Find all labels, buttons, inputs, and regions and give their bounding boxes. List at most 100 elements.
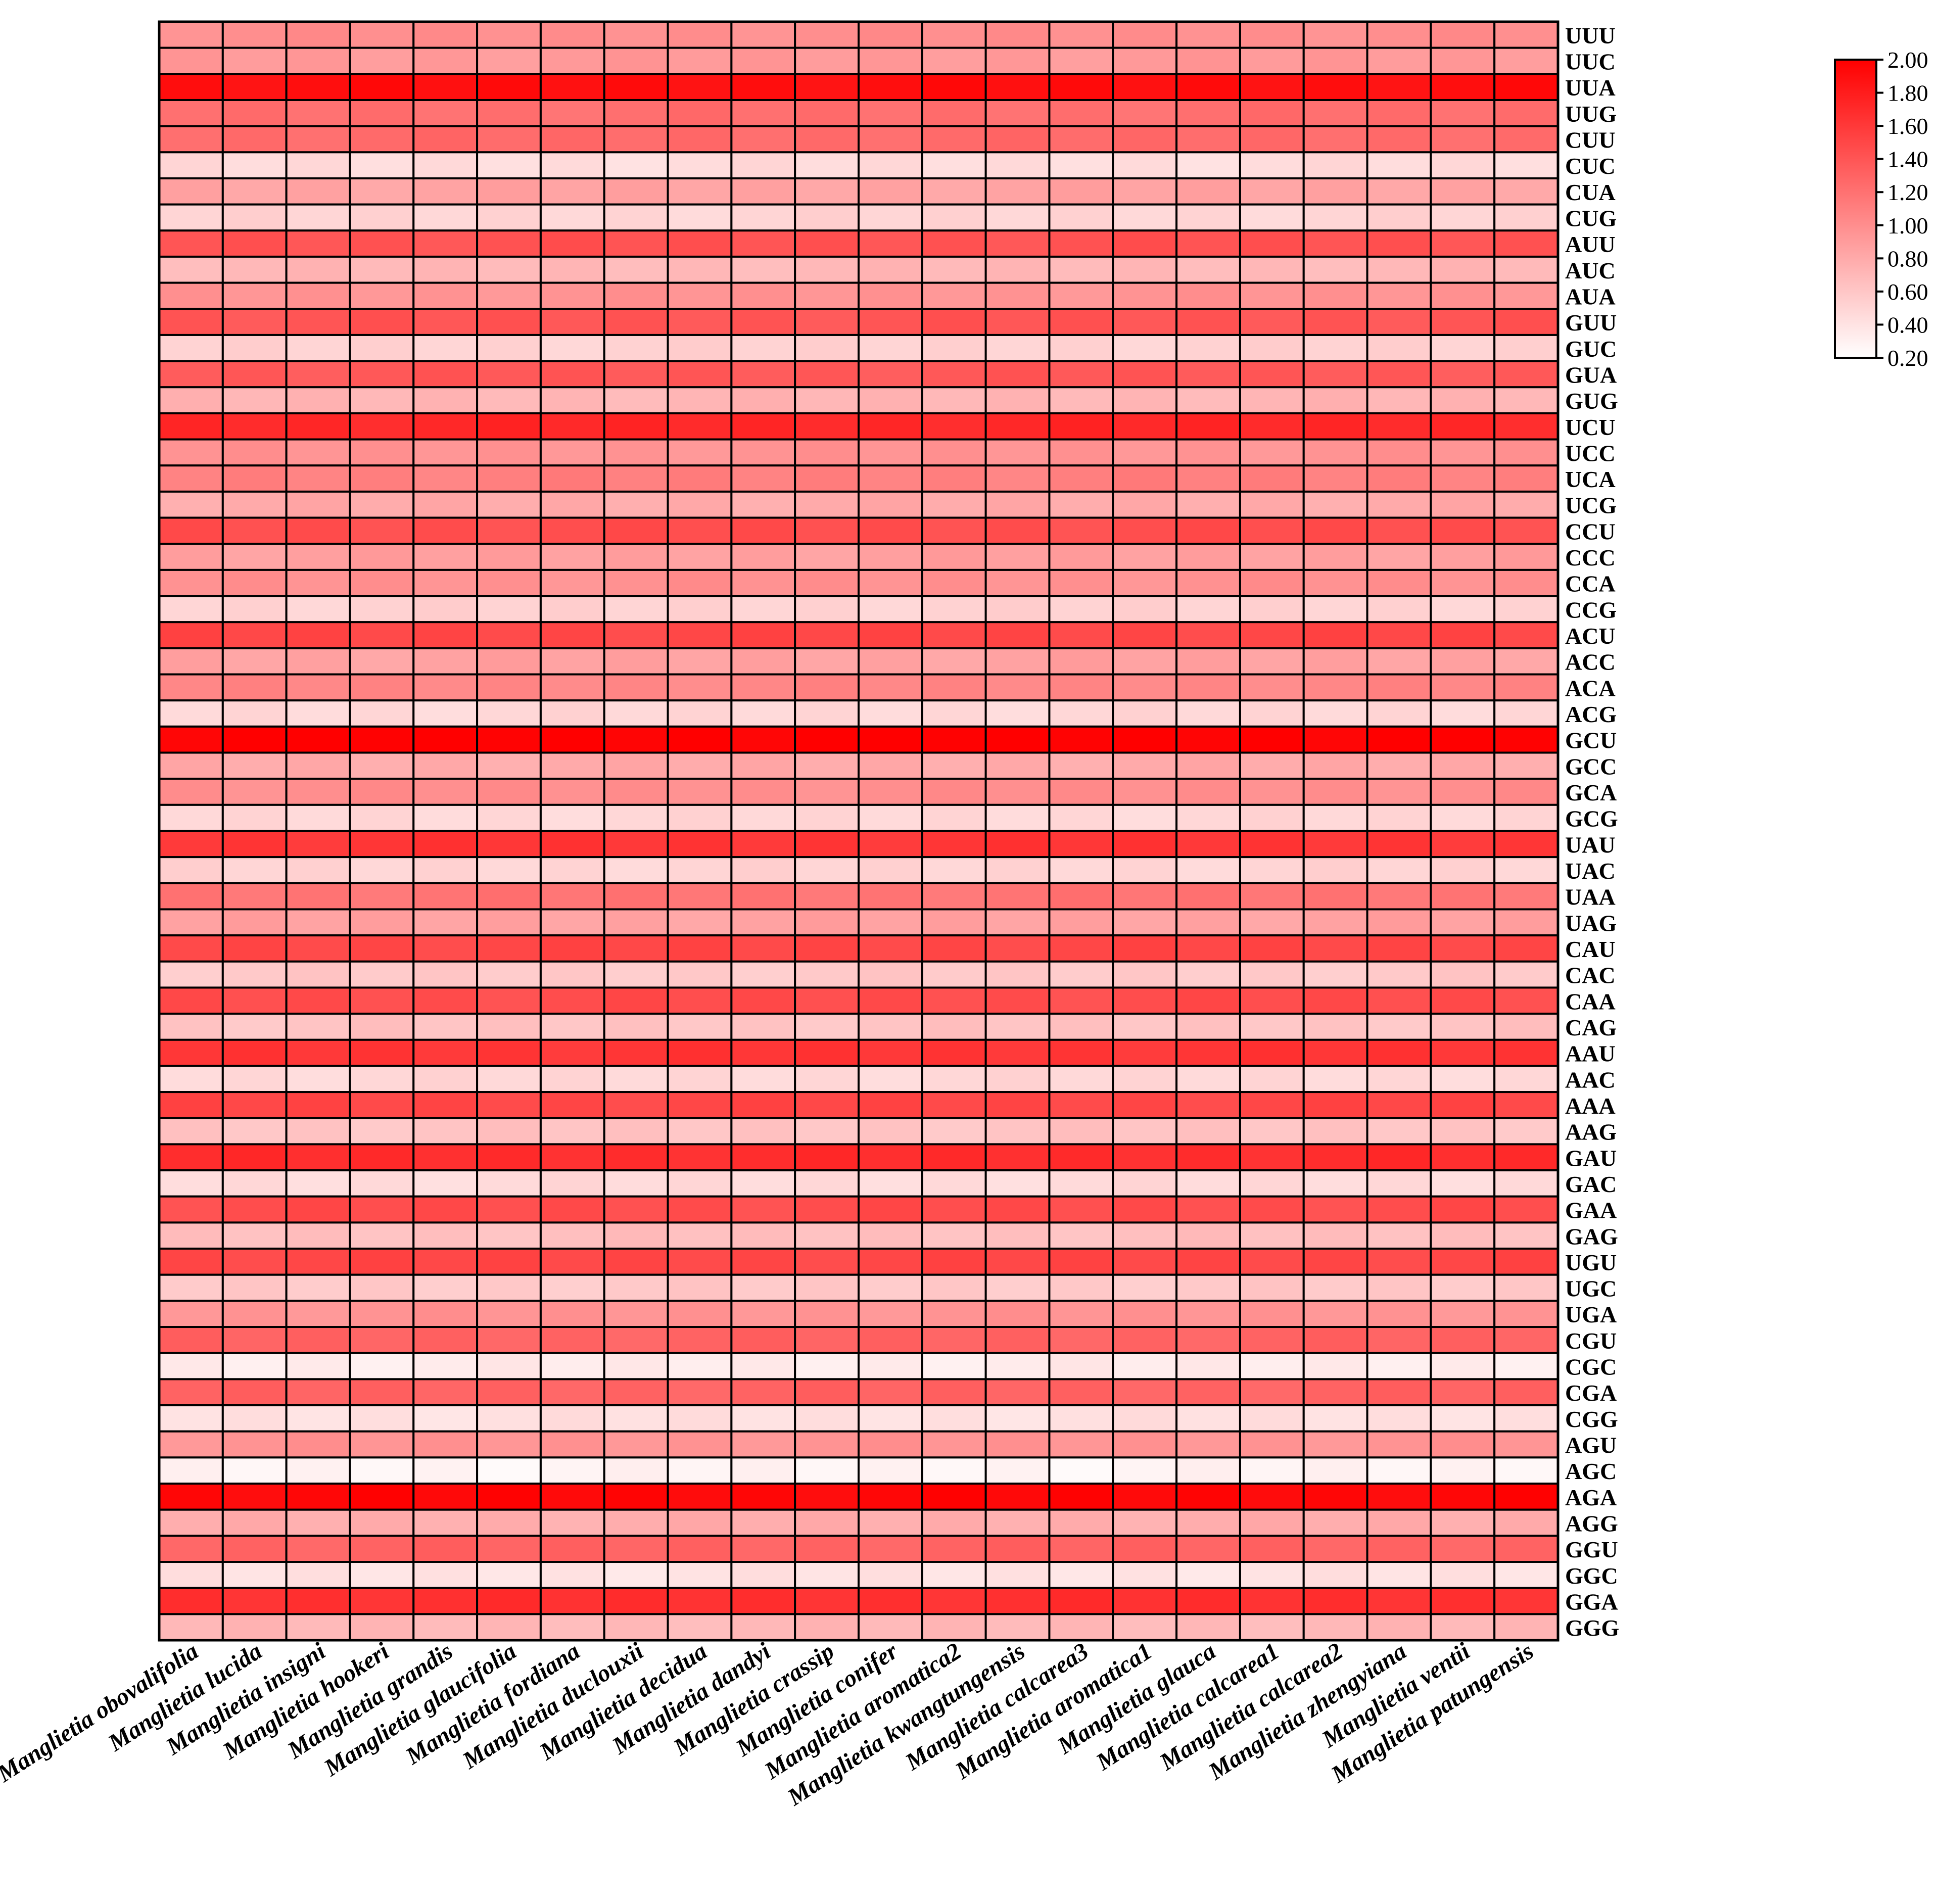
- heatmap-cell: [1175, 1169, 1241, 1198]
- heatmap-cell: [1366, 1456, 1432, 1485]
- heatmap-cell: [1175, 99, 1241, 127]
- heatmap-cell: [858, 151, 923, 179]
- heatmap-cell: [858, 960, 923, 989]
- heatmap-cell: [285, 516, 351, 545]
- heatmap-cell: [1048, 281, 1114, 310]
- heatmap-cell: [1239, 778, 1305, 806]
- heatmap-cell: [1366, 21, 1432, 49]
- heatmap-cell: [603, 803, 669, 832]
- heatmap-cell: [476, 1221, 542, 1250]
- heatmap-cell: [1175, 751, 1241, 780]
- heatmap-cell: [1493, 1117, 1559, 1146]
- heatmap-cell: [1302, 673, 1368, 702]
- heatmap-cell: [921, 778, 987, 806]
- heatmap-cell: [1302, 647, 1368, 676]
- codon-label: CUC: [1565, 153, 1616, 179]
- heatmap-cell: [1175, 1535, 1241, 1563]
- heatmap-cell: [730, 699, 796, 728]
- heatmap-cell: [158, 255, 224, 284]
- heatmap-cell: [412, 1535, 479, 1563]
- heatmap-cell: [221, 412, 288, 441]
- heatmap-cell: [858, 568, 923, 597]
- heatmap-cell: [1112, 1430, 1178, 1459]
- heatmap-cell: [921, 647, 987, 676]
- heatmap-cell: [1493, 360, 1559, 389]
- heatmap-cell: [984, 1352, 1051, 1381]
- heatmap-cell: [730, 673, 796, 702]
- heatmap-cell: [476, 960, 542, 989]
- heatmap-cell: [158, 1535, 224, 1563]
- codon-label: UGA: [1565, 1302, 1617, 1327]
- heatmap-cell: [1302, 73, 1368, 101]
- heatmap-cell: [1430, 1587, 1496, 1615]
- heatmap-cell: [539, 1013, 605, 1041]
- heatmap-cell: [285, 490, 351, 519]
- heatmap-cell: [1366, 255, 1432, 284]
- heatmap-cell: [1302, 1326, 1368, 1354]
- heatmap-cell: [158, 46, 224, 75]
- heatmap-cell: [794, 1221, 860, 1250]
- heatmap-cell: [221, 568, 288, 597]
- heatmap-cell: [1048, 856, 1114, 884]
- codon-label: AGG: [1565, 1511, 1618, 1537]
- codon-label: GGG: [1565, 1615, 1619, 1641]
- heatmap-cell: [285, 1169, 351, 1198]
- heatmap-cell: [539, 1221, 605, 1250]
- heatmap-cell: [158, 830, 224, 859]
- heatmap-cell: [1239, 1300, 1305, 1328]
- heatmap-cell: [1239, 360, 1305, 389]
- heatmap-cell: [1302, 360, 1368, 389]
- heatmap-cell: [1239, 1117, 1305, 1146]
- heatmap-cell: [730, 1483, 796, 1511]
- heatmap-cell: [539, 360, 605, 389]
- heatmap-cell: [1302, 986, 1368, 1015]
- heatmap-cell: [412, 725, 479, 754]
- heatmap-cell: [603, 1404, 669, 1433]
- heatmap-cell: [1430, 386, 1496, 414]
- colorbar-tick-label: 1.80: [1887, 80, 1928, 106]
- heatmap-cell: [1430, 151, 1496, 179]
- heatmap-cell: [412, 934, 479, 963]
- heatmap-cell: [1493, 751, 1559, 780]
- heatmap-cell: [603, 778, 669, 806]
- heatmap-cell: [794, 1378, 860, 1407]
- heatmap-cell: [858, 1195, 923, 1224]
- heatmap-cell: [921, 281, 987, 310]
- codon-label: ACU: [1565, 623, 1616, 649]
- heatmap-cell: [794, 621, 860, 649]
- heatmap-cell: [1430, 21, 1496, 49]
- heatmap-cell: [285, 1091, 351, 1119]
- heatmap-cell: [1430, 412, 1496, 441]
- heatmap-cell: [1493, 1508, 1559, 1537]
- heatmap-cell: [1112, 1117, 1178, 1146]
- heatmap-cell: [1493, 1613, 1559, 1642]
- heatmap-cell: [1112, 1352, 1178, 1381]
- heatmap-cell: [349, 595, 415, 624]
- heatmap-cell: [730, 464, 796, 493]
- heatmap-cell: [1493, 673, 1559, 702]
- heatmap-cell: [221, 543, 288, 571]
- colorbar-tick-label: 0.20: [1887, 345, 1928, 371]
- heatmap-cell: [1112, 1300, 1178, 1328]
- heatmap-cell: [1112, 203, 1178, 232]
- heatmap-cell: [1048, 778, 1114, 806]
- heatmap-cell: [603, 464, 669, 493]
- heatmap-cell: [476, 1561, 542, 1589]
- heatmap-cell: [539, 699, 605, 728]
- heatmap-cell: [539, 778, 605, 806]
- heatmap-cell: [667, 1117, 733, 1146]
- heatmap-cell: [1048, 490, 1114, 519]
- heatmap-cell: [158, 856, 224, 884]
- heatmap-cell: [1175, 386, 1241, 414]
- heatmap-cell: [984, 255, 1051, 284]
- heatmap-cell: [221, 1587, 288, 1615]
- heatmap-cell: [858, 1613, 923, 1642]
- heatmap-cell: [730, 438, 796, 467]
- heatmap-cell: [1239, 1456, 1305, 1485]
- heatmap-cell: [730, 856, 796, 884]
- heatmap-cell: [412, 308, 479, 336]
- heatmap-cell: [285, 1248, 351, 1276]
- heatmap-cell: [858, 255, 923, 284]
- heatmap-cell: [984, 229, 1051, 258]
- heatmap-cell: [1302, 1038, 1368, 1067]
